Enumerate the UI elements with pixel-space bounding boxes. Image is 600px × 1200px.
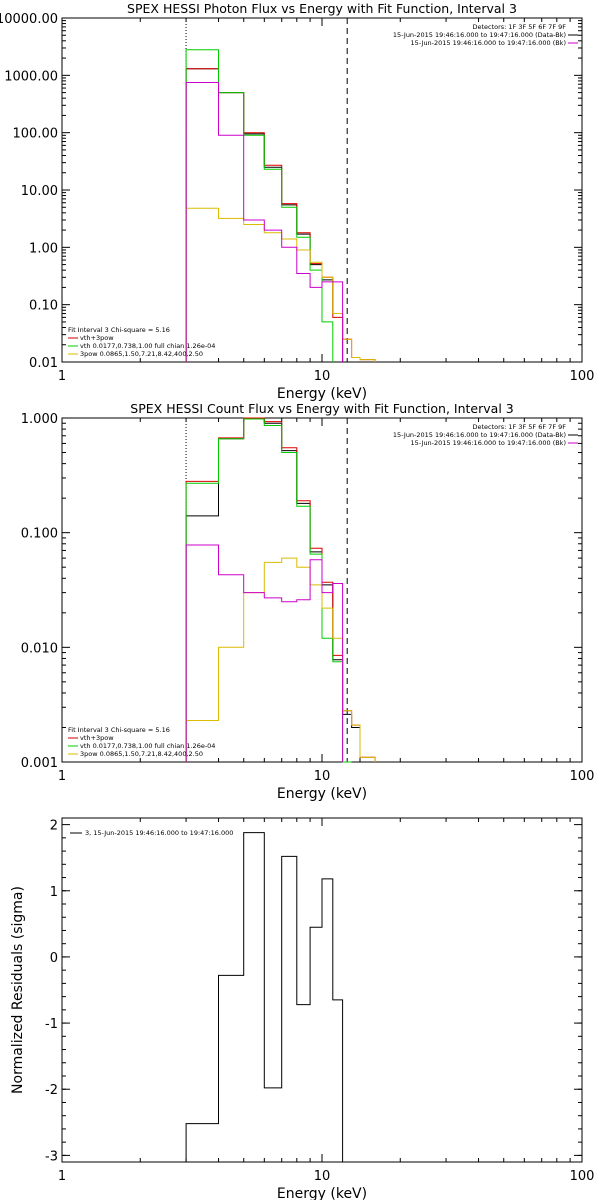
legend-text: 15-Jun-2015 19:46:16.000 to 19:47:16.000… xyxy=(393,431,566,439)
legend-text: vth 0.0177,0.738,1.00 full chian 1.26e-0… xyxy=(80,342,215,350)
series-1-line xyxy=(185,68,344,362)
x-tick-label: 1 xyxy=(58,1169,66,1184)
y-tick-label: 1 xyxy=(50,885,58,900)
y-tick-label: 1.000 xyxy=(21,412,58,427)
legend-text: 3pow 0.0865,1.50,7.21,8.42,400,2.50 xyxy=(80,750,203,758)
y-axis-label: Normalized Residuals (sigma) xyxy=(10,886,26,1094)
x-tick-label: 10 xyxy=(314,769,331,784)
chart-2: SPEX HESSI Count Flux vs Energy with Fit… xyxy=(21,401,595,802)
y-tick-label: 1000.00 xyxy=(4,69,58,84)
x-axis-label: Energy (keV) xyxy=(277,1186,367,1200)
x-tick-label: 1 xyxy=(58,369,66,384)
legend-text: Fit Interval 3 Chi-square = 5.16 xyxy=(68,726,170,734)
x-tick-label: 1 xyxy=(58,769,66,784)
legend-text: 15-Jun-2015 19:46:16.000 to 19:47:16.000… xyxy=(393,31,566,39)
y-tick-label: -2 xyxy=(45,1083,58,1098)
legend-text: 15-Jun-2015 19:46:16.000 to 19:47:16.000… xyxy=(411,439,566,447)
x-axis-label: Energy (keV) xyxy=(277,786,367,802)
chart-1: SPEX HESSI Photon Flux vs Energy with Fi… xyxy=(0,1,594,402)
legend-text: Fit Interval 3 Chi-square = 5.16 xyxy=(68,326,170,334)
x-tick-label: 100 xyxy=(570,769,595,784)
legend-text: vth 0.0177,0.738,1.00 full chian 1.26e-0… xyxy=(80,742,215,750)
y-tick-label: 2 xyxy=(50,819,58,834)
legend-text: Detectors: 1F 3F 5F 6F 7F 9F xyxy=(472,423,566,431)
y-tick-label: 0.001 xyxy=(21,756,58,771)
legend-text: vth+3pow xyxy=(80,734,114,742)
x-tick-label: 100 xyxy=(570,1169,595,1184)
series-5-line xyxy=(185,82,344,362)
y-tick-label: 0.010 xyxy=(21,641,58,656)
legend-text: 15-Jun-2015 19:46:16.000 to 19:47:16.000… xyxy=(411,39,566,47)
y-tick-label: 10000.00 xyxy=(0,12,58,27)
legend-text: Detectors: 1F 3F 5F 6F 7F 9F xyxy=(472,23,566,31)
legend-text: vth+3pow xyxy=(80,334,114,342)
x-axis-label: Energy (keV) xyxy=(277,386,367,402)
x-tick-label: 10 xyxy=(314,1169,331,1184)
y-tick-label: -3 xyxy=(45,1149,58,1164)
x-tick-label: 100 xyxy=(570,369,595,384)
y-tick-label: 0.10 xyxy=(29,299,58,314)
series-5-line xyxy=(185,544,344,762)
y-tick-label: 10.00 xyxy=(21,184,58,199)
chart-title: SPEX HESSI Photon Flux vs Energy with Fi… xyxy=(127,1,517,16)
legend-text: 3, 15-Jun-2015 19:46:16.000 to 19:47:16.… xyxy=(85,829,233,837)
series-1-line xyxy=(185,832,344,1162)
legend-text: 3pow 0.0865,1.50,7.21,8.42,400,2.50 xyxy=(80,350,203,358)
y-tick-label: 0 xyxy=(50,951,58,966)
y-tick-label: 0.100 xyxy=(21,527,58,542)
y-tick-label: 100.00 xyxy=(13,127,59,142)
y-tick-label: 1.00 xyxy=(29,241,58,256)
chart-title: SPEX HESSI Count Flux vs Energy with Fit… xyxy=(130,401,513,416)
series-3-line xyxy=(185,418,352,763)
plot-frame xyxy=(61,817,583,1163)
x-tick-label: 10 xyxy=(314,369,331,384)
series-3-line xyxy=(185,49,334,362)
y-tick-label: -1 xyxy=(45,1017,58,1032)
y-tick-label: 0.01 xyxy=(29,356,58,371)
